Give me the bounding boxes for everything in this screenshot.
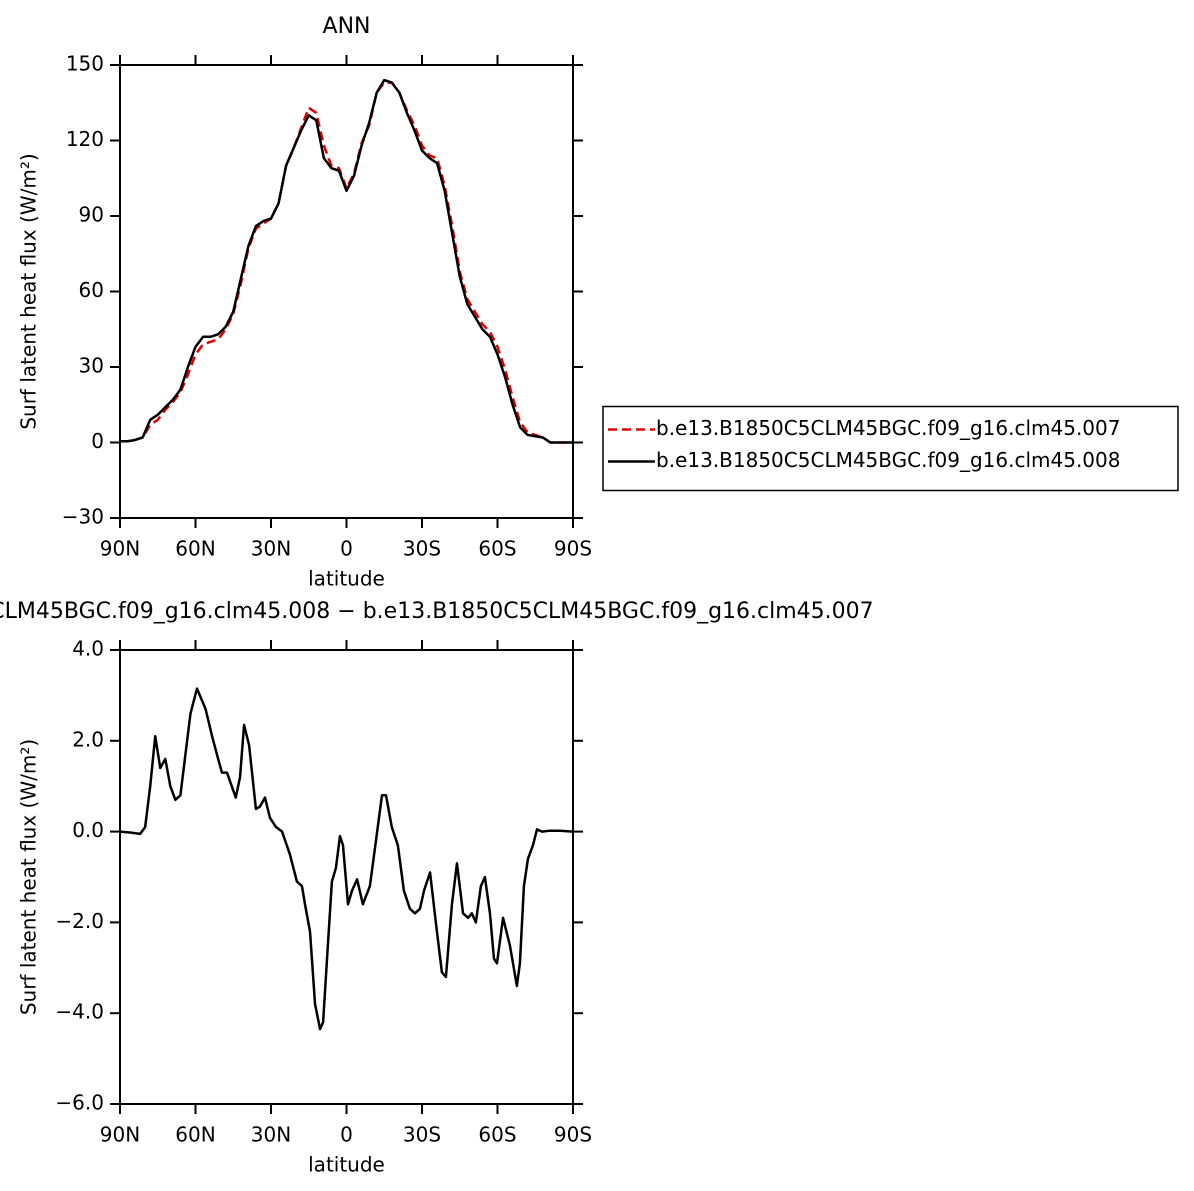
y-tick-label: −2.0 [55,909,104,933]
x-tick-label: 30S [403,537,441,561]
plot-frame [119,64,574,519]
legend-label: b.e13.B1850C5CLM45BGC.f09_g16.clm45.007 [656,416,1120,440]
x-tick-label: 60S [478,537,516,561]
legend-label: b.e13.B1850C5CLM45BGC.f09_g16.clm45.008 [656,448,1120,472]
y-tick-label: 30 [79,354,104,378]
y-tick-label: 60 [79,278,104,302]
y-tick-label: 0 [91,429,104,453]
x-tick-label: 0 [340,1123,353,1147]
y-tick-label: −6.0 [55,1091,104,1115]
y-tick-label: 90 [79,203,104,227]
x-tick-label: 90N [100,537,140,561]
y-axis-label: Surf latent heat flux (W/m²) [17,739,41,1015]
x-tick-label: 90N [100,1123,140,1147]
chart-title: b.e13.B1850C5CLM45BGC.f09_g16.clm45.008 … [0,599,874,624]
data-line [120,78,573,444]
y-tick-label: −4.0 [55,1000,104,1024]
x-tick-label: 60N [175,1123,215,1147]
plot-frame [119,649,574,1105]
chart-title: ANN [323,14,371,39]
x-tick-label: 30N [251,1123,291,1147]
x-tick-label: 60S [478,1123,516,1147]
x-tick-label: 60N [175,537,215,561]
y-tick-label: 2.0 [72,727,104,751]
legend: b.e13.B1850C5CLM45BGC.f09_g16.clm45.007b… [602,405,1179,492]
y-axis-label: Surf latent heat flux (W/m²) [17,153,41,429]
y-tick-label: −30 [62,505,104,529]
x-tick-label: 0 [340,537,353,561]
y-tick-label: 150 [66,52,104,76]
y-tick-label: 0.0 [72,818,104,842]
x-tick-label: 30N [251,537,291,561]
legend-box [602,405,1179,492]
x-axis-label: latitude [308,567,385,591]
data-line [120,81,573,444]
x-axis-label: latitude [308,1153,385,1177]
x-tick-label: 90S [554,537,592,561]
data-line [119,687,574,1031]
x-tick-label: 30S [403,1123,441,1147]
panel: ANN latitude Surf latent heat flux (W/m²) 9… [17,14,1179,591]
y-tick-label: 4.0 [72,637,104,661]
panel: b.e13.B1850C5CLM45BGC.f09_g16.clm45.008 … [0,599,874,1177]
x-tick-label: 90S [554,1123,592,1147]
y-tick-label: 120 [66,127,104,151]
